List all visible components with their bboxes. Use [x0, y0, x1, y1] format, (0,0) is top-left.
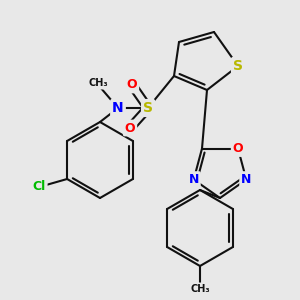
Text: O: O [125, 122, 135, 134]
Text: S: S [233, 59, 243, 73]
Text: N: N [188, 173, 199, 186]
Text: N: N [112, 101, 124, 115]
Text: CH₃: CH₃ [190, 284, 210, 294]
Text: O: O [233, 142, 243, 155]
Text: S: S [143, 101, 153, 115]
Text: Cl: Cl [32, 181, 46, 194]
Text: CH₃: CH₃ [88, 78, 108, 88]
Text: N: N [241, 173, 251, 186]
Text: O: O [127, 79, 137, 92]
